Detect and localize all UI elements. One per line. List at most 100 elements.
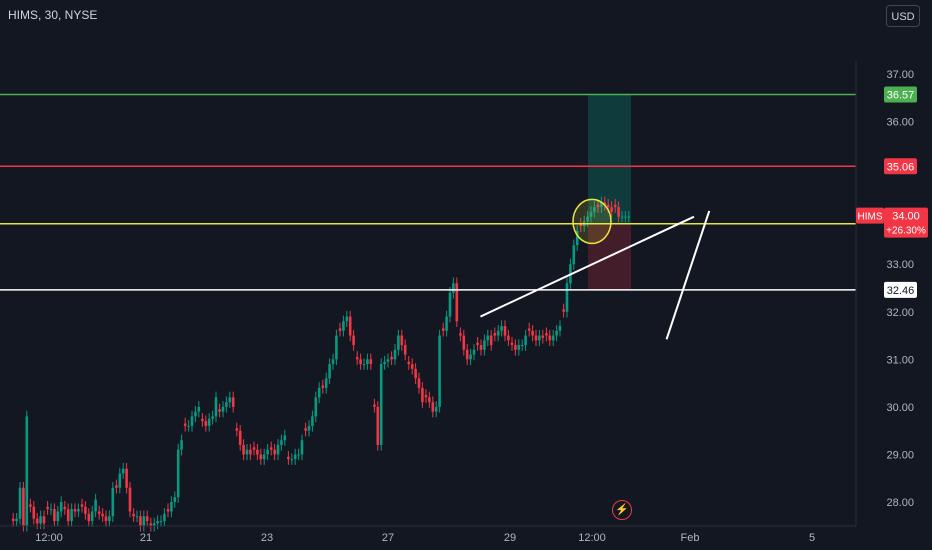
candle-body (190, 416, 194, 426)
candle-body (441, 328, 445, 331)
candle-body (111, 487, 115, 517)
price-labels: 36.57 35.06 32.46 HIMS 34.00 +26.30% (856, 86, 928, 298)
x-tick-label: 23 (261, 532, 273, 544)
candle-body (348, 316, 352, 336)
candle-body (311, 416, 314, 426)
candle-body (565, 283, 569, 312)
y-tick-label: 30.00 (886, 402, 914, 414)
currency-button[interactable]: USD (886, 5, 920, 27)
candle-body (459, 333, 462, 336)
candle-body (379, 364, 383, 445)
last-price-value: 34.00 (892, 211, 920, 223)
candle-body (359, 359, 362, 365)
candle-body (11, 518, 15, 522)
candle-body (125, 468, 128, 488)
candle-body (142, 516, 146, 526)
last-price-symbol-tag (856, 207, 884, 224)
candle-body (424, 395, 428, 398)
candle-body (259, 454, 263, 460)
candle-body (345, 316, 349, 322)
candle-body (266, 449, 269, 455)
x-tick-label: 12:00 (578, 532, 606, 544)
candle-body (493, 333, 497, 336)
candle-body (156, 521, 159, 524)
candle-body (280, 440, 283, 445)
price-label-tag (884, 86, 917, 103)
candle-body (293, 454, 297, 460)
candle-body (307, 425, 311, 431)
candle-body (613, 204, 617, 208)
candle-body (472, 349, 476, 355)
candle-body (118, 473, 122, 488)
candle-body (600, 202, 603, 208)
candle-body (572, 245, 576, 265)
candle-body (431, 402, 435, 412)
y-tick-label: 31.00 (886, 354, 914, 366)
candle-body (562, 309, 565, 312)
candle-body (627, 216, 631, 218)
candle-body (531, 330, 534, 336)
candle-body (617, 207, 620, 217)
candle-body (438, 335, 441, 407)
candle-body (366, 359, 369, 365)
candle-body (80, 504, 84, 507)
candle-body (287, 456, 290, 460)
candle-body (53, 509, 56, 522)
candles (11, 196, 631, 532)
candle-body (410, 364, 414, 369)
candle-body (342, 321, 345, 331)
time-axis[interactable]: 12:00 21 23 27 29 12:00 Feb 5 (35, 532, 815, 544)
candle-body (70, 509, 73, 522)
highlight-circle[interactable] (572, 198, 612, 245)
candle-body (462, 335, 466, 350)
candle-body (407, 361, 411, 365)
candle-body (221, 406, 225, 412)
candle-body (256, 449, 259, 455)
candle-body (452, 283, 455, 293)
candle-body (551, 335, 555, 341)
candle-body (49, 509, 53, 511)
candle-body (397, 335, 400, 350)
lightning-icon[interactable]: ⚡ (612, 500, 632, 520)
candle-body (228, 397, 232, 403)
trend-lines[interactable] (480, 210, 711, 340)
candle-body (593, 207, 596, 212)
candle-body (448, 292, 452, 317)
candle-body (84, 506, 87, 514)
y-tick-label: 29.00 (886, 449, 914, 461)
candle-body (90, 511, 94, 522)
candle-body (386, 359, 390, 362)
candle-body (338, 328, 342, 331)
candle-body (514, 345, 517, 350)
candle-body (132, 513, 135, 517)
candle-body (479, 345, 483, 350)
candle-body (101, 513, 104, 517)
y-tick-label: 36.00 (886, 117, 914, 129)
candle-body (269, 447, 273, 450)
candle-body (204, 421, 208, 426)
candle-body (273, 449, 276, 455)
candle-body (170, 502, 173, 512)
candle-body (97, 511, 101, 514)
y-tick-label: 28.00 (886, 497, 914, 509)
candle-body (194, 411, 197, 417)
candle-body (262, 454, 266, 460)
y-tick-label: 32.00 (886, 307, 914, 319)
candle-body (400, 335, 404, 346)
candle-body (59, 502, 63, 512)
candle-body (56, 511, 60, 522)
candle-body (369, 359, 373, 365)
candle-body (197, 406, 201, 412)
candle-body (624, 216, 627, 218)
candle-body (245, 449, 249, 455)
candle-body (414, 368, 417, 379)
symbol-title[interactable]: HIMS, 30, NYSE (8, 8, 98, 22)
candle-body (252, 447, 256, 450)
candle-body (104, 516, 108, 522)
candle-body (108, 516, 111, 522)
candle-body (555, 330, 558, 336)
candle-body (180, 440, 183, 450)
horizontal-lines[interactable] (0, 93, 856, 291)
candle-body (620, 216, 624, 218)
